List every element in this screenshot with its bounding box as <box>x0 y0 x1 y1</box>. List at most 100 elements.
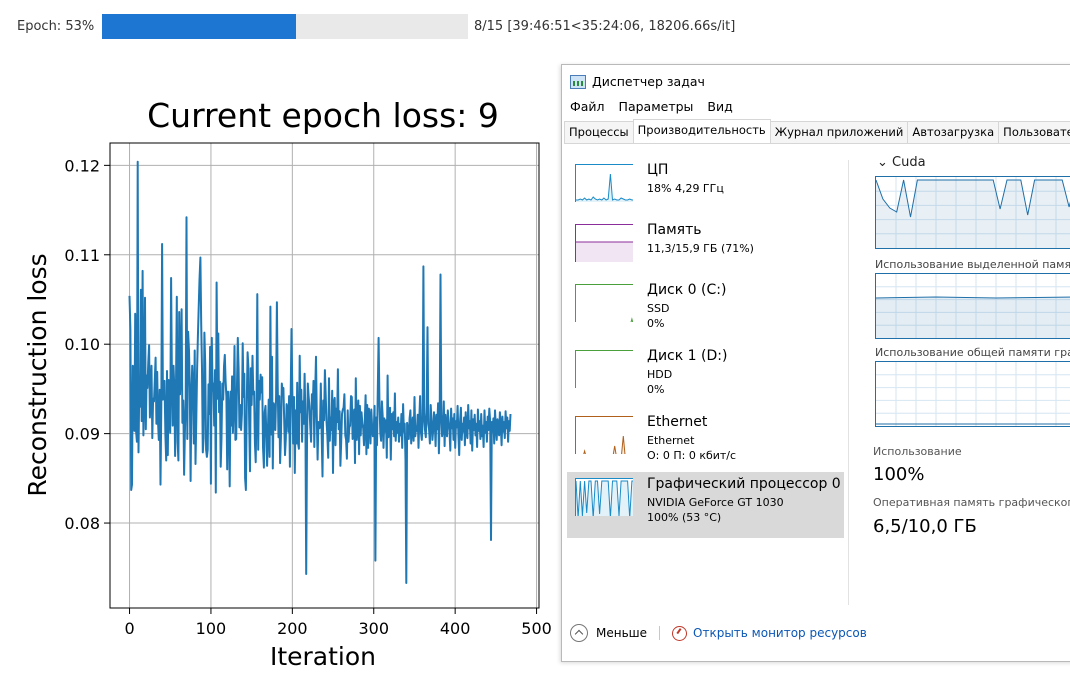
resource-type: SSD <box>647 302 670 315</box>
thumbnail-fill <box>583 436 625 454</box>
cpu-thumbnail-graph <box>575 164 633 202</box>
gpu-engine-selector[interactable]: ⌄ Cuda <box>877 155 926 170</box>
y-axis-label: Reconstruction loss <box>23 253 52 496</box>
thumbnail-line <box>583 435 626 454</box>
memory-thumbnail-graph <box>575 224 633 262</box>
dedicated-memory-graph <box>875 273 1070 339</box>
window-title-text: Диспетчер задач <box>592 74 705 89</box>
epoch-progress-bar <box>102 14 468 39</box>
shared-memory-caption: Использование общей памяти граф <box>875 346 1070 359</box>
tab-startup[interactable]: Автозагрузка <box>907 121 1000 143</box>
resource-name: Графический процессор 0 <box>647 476 841 492</box>
open-resource-monitor-link[interactable]: Открыть монитор ресурсов <box>693 626 867 640</box>
footer-separator <box>659 626 661 640</box>
y-tick-label: 0.10 <box>64 335 100 354</box>
resource-detail: 11,3/15,9 ГБ (71%) <box>647 242 754 255</box>
x-tick-label: 200 <box>277 619 308 638</box>
chart-axes <box>109 142 540 609</box>
resource-usage: О: 0 П: 0 кбит/с <box>647 449 737 462</box>
thumbnail-frame <box>575 350 633 388</box>
disk0-thumbnail-graph <box>575 284 633 322</box>
loss-chart: Current epoch loss: 9 0 100 200 300 400 500 0.… <box>23 96 552 671</box>
ethernet-thumbnail-graph <box>575 416 633 454</box>
thumbnail-frame <box>575 224 633 262</box>
plot-frame <box>109 142 540 609</box>
epoch-progress-label: Epoch: 53% <box>17 19 95 34</box>
epoch-progress-stats: 8/15 [39:46:51<35:24:06, 18206.66s/it] <box>474 19 736 34</box>
disk1-thumbnail-graph <box>575 350 633 388</box>
footer: Меньше Открыть монитор ресурсов <box>570 624 867 642</box>
dedicated-memory-caption: Использование выделенной памяти <box>875 258 1070 271</box>
resource-disk-1[interactable]: Диск 1 (D:) HDD 0% <box>567 344 844 407</box>
chevron-up-icon[interactable] <box>570 624 588 642</box>
x-tick-label: 100 <box>196 619 227 638</box>
usage-label: Использование <box>873 445 962 458</box>
resource-disk-0[interactable]: Диск 0 (C:) SSD 0% <box>567 278 844 341</box>
resource-name: ЦП <box>647 162 669 178</box>
gpu-thumbnail-graph <box>575 478 633 516</box>
thumbnail-frame <box>575 164 633 202</box>
x-tick-label: 400 <box>440 619 471 638</box>
resource-memory[interactable]: Память 11,3/15,9 ГБ (71%) <box>567 218 844 281</box>
resource-type: HDD <box>647 368 673 381</box>
graph-fill <box>876 180 1070 248</box>
resource-cpu[interactable]: ЦП 18% 4,29 ГГц <box>567 158 844 221</box>
tab-users[interactable]: Пользователи <box>998 121 1070 143</box>
chevron-down-icon: ⌄ <box>877 155 893 170</box>
menu-view[interactable]: Вид <box>707 99 733 114</box>
gpu-memory-label: Оперативная память графического <box>873 496 1070 509</box>
gpu-memory-value: 6,5/10,0 ГБ <box>873 516 977 537</box>
resource-type: Ethernet <box>647 434 695 447</box>
resource-name: Ethernet <box>647 414 708 430</box>
chart-title: Current epoch loss: 9 <box>147 96 499 135</box>
resource-name: Диск 0 (C:) <box>647 282 727 298</box>
thumbnail-frame <box>575 284 633 322</box>
resource-type: NVIDIA GeForce GT 1030 <box>647 496 784 509</box>
thumbnail-line <box>576 173 633 201</box>
task-manager-icon <box>570 74 586 89</box>
resource-monitor-icon <box>672 625 688 641</box>
x-tick-label: 0 <box>124 619 134 638</box>
loss-series-line <box>128 160 512 584</box>
resource-ethernet[interactable]: Ethernet Ethernet О: 0 П: 0 кбит/с <box>567 410 844 473</box>
thumbnail-line <box>575 480 633 516</box>
thumbnail-frame <box>575 416 633 454</box>
resource-usage: 100% (53 °C) <box>647 511 722 524</box>
fewer-details-button[interactable]: Меньше <box>596 626 648 640</box>
resource-usage: 0% <box>647 383 665 396</box>
menu-file[interactable]: Файл <box>570 99 605 114</box>
graph-line <box>876 179 1070 218</box>
gpu-engine-label: Cuda <box>892 155 926 170</box>
y-tick-label: 0.09 <box>64 425 100 444</box>
thumbnail-fill <box>576 481 633 516</box>
x-axis-label: Iteration <box>270 642 376 671</box>
y-tick-label: 0.11 <box>64 246 100 265</box>
resource-usage: 0% <box>647 317 665 330</box>
panel-divider <box>848 160 849 605</box>
menu-options[interactable]: Параметры <box>618 99 694 114</box>
tab-processes[interactable]: Процессы <box>564 121 634 143</box>
task-manager-window[interactable]: Диспетчер задач Файл Параметры Вид Проце… <box>561 64 1070 662</box>
shared-memory-graph <box>875 361 1070 427</box>
y-tick-label: 0.12 <box>64 156 100 175</box>
x-tick-label: 500 <box>521 619 552 638</box>
tab-performance[interactable]: Производительность <box>632 119 771 143</box>
menu-bar: Файл Параметры Вид <box>570 99 733 114</box>
graph-line <box>876 296 1070 299</box>
resource-detail: 18% 4,29 ГГц <box>647 182 724 195</box>
x-tick-label: 300 <box>358 619 389 638</box>
chart-ticks: 0 100 200 300 400 500 0.08 0.09 0.10 0.11 0.12 <box>64 156 551 638</box>
y-tick-label: 0.08 <box>64 514 100 533</box>
graph-fill <box>876 297 1070 338</box>
tab-bar: Процессы Производительность Журнал прило… <box>564 119 1070 144</box>
resource-name: Диск 1 (D:) <box>647 348 728 364</box>
cuda-usage-graph <box>875 176 1070 249</box>
resource-name: Память <box>647 222 702 238</box>
epoch-progress-fill <box>102 14 296 39</box>
tab-app-history[interactable]: Журнал приложений <box>769 121 909 143</box>
window-title: Диспетчер задач <box>570 74 705 89</box>
thumbnail-fill <box>576 242 633 262</box>
chart-grid <box>110 143 539 608</box>
usage-value: 100% <box>873 464 925 485</box>
resource-gpu-0[interactable]: Графический процессор 0 NVIDIA GeForce G… <box>567 472 844 538</box>
